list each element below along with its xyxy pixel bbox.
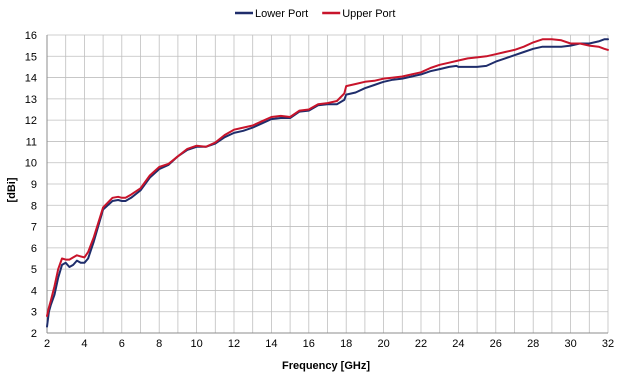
y-tick-label: 3 — [31, 307, 37, 319]
y-tick-label: 9 — [31, 179, 37, 191]
y-tick-label: 16 — [25, 30, 37, 42]
x-tick-label: 8 — [156, 338, 162, 350]
y-tick-label: 14 — [25, 73, 37, 85]
y-tick-label: 12 — [25, 115, 37, 127]
y-tick-label: 7 — [31, 222, 37, 234]
y-tick-label: 8 — [31, 200, 37, 212]
x-tick-label: 16 — [303, 338, 315, 350]
y-axis-title: [dBi] — [6, 177, 18, 202]
x-tick-label: 28 — [527, 338, 539, 350]
legend: Lower Port Upper Port — [235, 8, 395, 20]
legend-label-lower-port: Lower Port — [255, 8, 308, 20]
x-tick-label: 6 — [119, 338, 125, 350]
y-tick-label: 13 — [25, 94, 37, 106]
axes — [46, 35, 608, 334]
x-tick-label: 32 — [602, 338, 614, 350]
x-tick-label: 18 — [340, 338, 352, 350]
series-line-upper-port — [46, 38, 609, 317]
x-tick-label: 30 — [564, 338, 576, 350]
x-axis-title: Frequency [GHz] — [282, 360, 370, 372]
y-tick-label: 6 — [31, 243, 37, 255]
y-tick-label: 10 — [25, 158, 37, 170]
x-tick-label: 10 — [190, 338, 202, 350]
x-tick-label: 26 — [490, 338, 502, 350]
series-lines — [46, 38, 609, 328]
y-tick-label: 15 — [25, 51, 37, 63]
grid — [46, 34, 609, 334]
y-tick-label: 11 — [26, 136, 37, 148]
x-tick-label: 2 — [44, 338, 50, 350]
legend-label-upper-port: Upper Port — [342, 8, 395, 20]
x-tick-label: 4 — [81, 338, 87, 350]
x-tick-label: 24 — [452, 338, 464, 350]
y-tick-label: 2 — [31, 328, 37, 340]
x-tick-label: 22 — [415, 338, 427, 350]
x-tick-label: 12 — [228, 338, 240, 350]
x-tick-label: 14 — [265, 338, 277, 350]
x-tick-label: 20 — [377, 338, 389, 350]
y-tick-label: 5 — [31, 264, 37, 276]
y-tick-label: 4 — [31, 285, 37, 297]
